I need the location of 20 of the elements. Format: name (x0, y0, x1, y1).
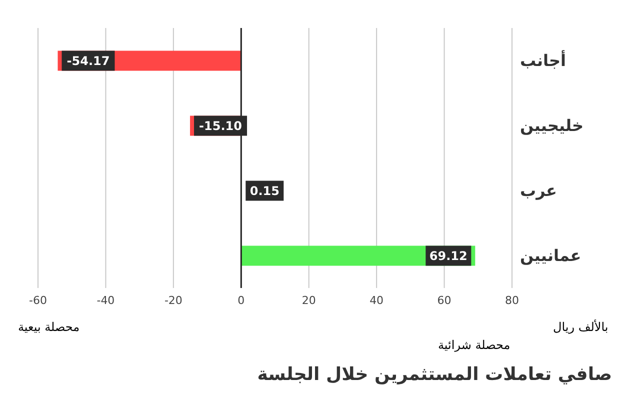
text: محصلة بيعية (18, 320, 80, 334)
data-label: -15.10 (199, 118, 242, 133)
x-tick-label: -20 (164, 294, 182, 307)
text: صافي تعاملات المستثمرين خلال الجلسة (257, 364, 612, 385)
x-tick-label: -60 (29, 294, 47, 307)
x-axis-title: بالألف ريال (553, 320, 608, 334)
x-tick-label: 80 (505, 294, 519, 307)
x-tick-label: -40 (96, 294, 115, 307)
x-tick-label: 20 (302, 294, 316, 307)
data-label: 69.12 (429, 248, 468, 263)
data-label: -54.17 (66, 54, 110, 68)
text: محصلة شرائية (438, 338, 510, 352)
y-tick-label: عمانيين (520, 246, 582, 266)
x-tick-label: 40 (370, 294, 384, 307)
y-tick-label: عرب (520, 181, 557, 200)
x-tick-label: 60 (437, 294, 452, 307)
y-tick-label: أجانب (520, 50, 566, 70)
x-tick-label: 0 (238, 294, 245, 307)
data-label: 0.15 (250, 184, 280, 198)
y-tick-label: خليجيين (520, 116, 584, 136)
